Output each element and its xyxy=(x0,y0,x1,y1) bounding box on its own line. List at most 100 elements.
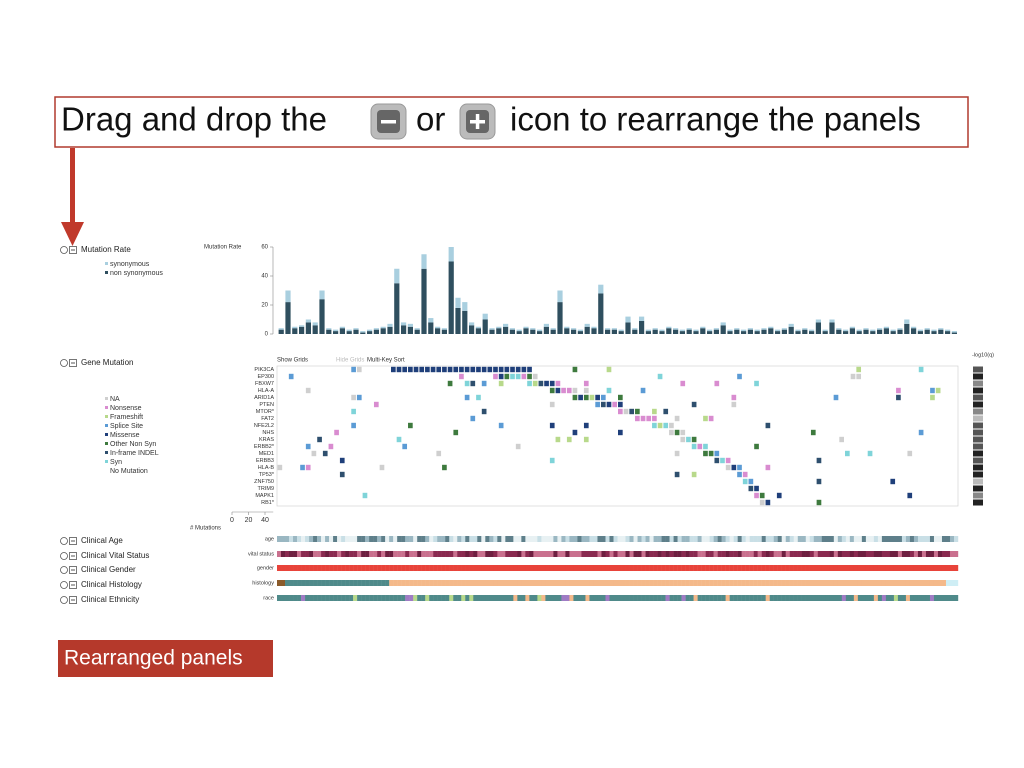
q-cell xyxy=(973,478,983,485)
bar-segment xyxy=(713,328,719,330)
track-cell xyxy=(301,551,306,557)
track-cell xyxy=(689,536,694,542)
track-cell xyxy=(697,565,702,571)
track-cell xyxy=(497,595,502,601)
track-cell xyxy=(329,551,334,557)
control-button[interactable]: Show Grids xyxy=(277,358,308,364)
mutation-cell xyxy=(419,366,425,373)
y-tick-label: 0 xyxy=(265,332,269,338)
track-cell xyxy=(461,565,466,571)
track-cell xyxy=(341,565,346,571)
control-button[interactable]: Multi-Key Sort xyxy=(367,358,405,364)
track-cell xyxy=(557,536,562,542)
track-cell xyxy=(645,536,650,542)
info-icon[interactable] xyxy=(60,596,68,604)
track-cell xyxy=(769,536,774,542)
bar-segment xyxy=(775,329,781,332)
track-cell xyxy=(801,565,806,571)
track-cell xyxy=(381,565,386,571)
track-cell xyxy=(589,536,594,542)
track-cell xyxy=(817,565,822,571)
track-cell xyxy=(737,580,742,586)
track-cell xyxy=(569,595,574,601)
info-icon[interactable] xyxy=(60,537,68,545)
track-cell xyxy=(449,595,454,601)
track-cell xyxy=(769,580,774,586)
track-cell xyxy=(749,580,754,586)
track-cell xyxy=(765,565,770,571)
track-cell xyxy=(277,580,282,586)
track-cell xyxy=(501,551,506,557)
track-cell xyxy=(641,536,646,542)
gene-label: EP300 xyxy=(257,374,274,380)
track-cell xyxy=(861,580,867,586)
info-icon[interactable] xyxy=(60,581,68,589)
track-cell xyxy=(337,595,342,601)
control-button[interactable]: Hide Grids xyxy=(336,358,364,364)
track-cell xyxy=(929,595,935,601)
bar-segment xyxy=(870,331,876,334)
track-cell xyxy=(905,551,911,557)
chart-title: Mutation Rate xyxy=(204,245,242,251)
track-cell xyxy=(861,551,867,557)
track-cell xyxy=(281,536,286,542)
track-cell xyxy=(285,580,290,586)
track-cell xyxy=(853,536,859,542)
track-cell xyxy=(453,595,458,601)
bar-segment xyxy=(394,268,400,284)
bar-segment xyxy=(815,322,821,334)
track-cell xyxy=(789,536,794,542)
mutation-cell xyxy=(646,415,652,422)
track-cell xyxy=(481,580,486,586)
track-cell xyxy=(809,565,814,571)
track-cell xyxy=(853,565,859,571)
bar-segment xyxy=(856,331,862,334)
track-cell xyxy=(517,580,522,586)
info-icon[interactable] xyxy=(60,552,68,560)
info-icon[interactable] xyxy=(60,246,68,254)
bar-segment xyxy=(611,329,617,334)
track-cell xyxy=(901,580,907,586)
info-icon[interactable] xyxy=(60,566,68,574)
bar-segment xyxy=(652,329,658,334)
track-cell xyxy=(633,595,638,601)
track-cell xyxy=(425,580,430,586)
track-cell xyxy=(605,580,610,586)
track-cell xyxy=(389,536,394,542)
info-icon[interactable] xyxy=(60,359,68,367)
track-cell xyxy=(669,580,674,586)
legend-label: Missense xyxy=(110,432,140,439)
track-cell xyxy=(873,565,879,571)
track-cell xyxy=(937,536,943,542)
track-cell xyxy=(893,595,899,601)
track-cell xyxy=(673,565,678,571)
track-cell xyxy=(745,580,750,586)
track-cell xyxy=(381,580,386,586)
track-cell xyxy=(725,580,730,586)
bar-segment xyxy=(713,329,719,334)
bar-segment xyxy=(333,331,339,334)
track-cell xyxy=(897,595,903,601)
q-cell xyxy=(973,380,983,387)
track-cell xyxy=(841,595,847,601)
track-cell xyxy=(789,565,794,571)
bar-segment xyxy=(679,329,685,332)
track-cell xyxy=(869,551,875,557)
mutation-cell xyxy=(305,443,311,450)
mutation-cell xyxy=(697,443,703,450)
bar-segment xyxy=(598,284,604,294)
track-cell xyxy=(765,580,770,586)
track-cell xyxy=(773,536,778,542)
track-cell xyxy=(937,565,943,571)
track-cell xyxy=(425,536,430,542)
track-cell xyxy=(553,536,558,542)
bar-segment xyxy=(360,331,366,333)
track-cell xyxy=(577,536,582,542)
track-cell xyxy=(349,536,354,542)
track-cell xyxy=(537,595,542,601)
track-cell xyxy=(301,565,306,571)
track-cell xyxy=(465,595,470,601)
track-cell xyxy=(545,580,550,586)
mutation-cell xyxy=(515,366,521,373)
